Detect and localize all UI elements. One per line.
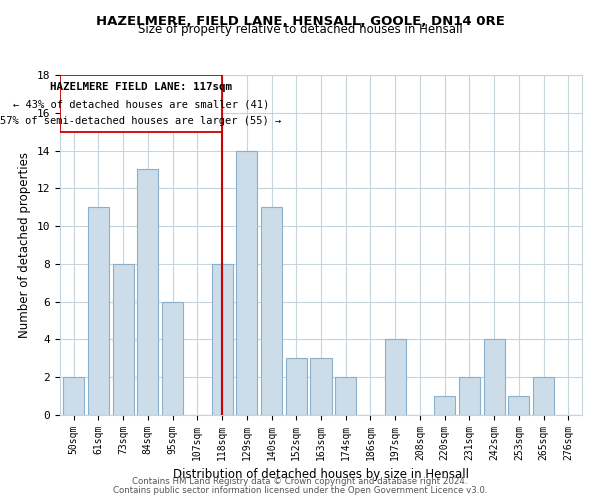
Bar [434, 396, 455, 415]
Bar [60, 75, 222, 132]
Bar [236, 150, 257, 415]
Text: HAZELMERE FIELD LANE: 117sqm: HAZELMERE FIELD LANE: 117sqm [50, 82, 232, 92]
Bar [63, 377, 84, 415]
Bar [533, 377, 554, 415]
Bar [335, 377, 356, 415]
Text: ← 43% of detached houses are smaller (41): ← 43% of detached houses are smaller (41… [13, 100, 269, 110]
Text: HAZELMERE, FIELD LANE, HENSALL, GOOLE, DN14 0RE: HAZELMERE, FIELD LANE, HENSALL, GOOLE, D… [95, 15, 505, 28]
Bar [286, 358, 307, 415]
Y-axis label: Number of detached properties: Number of detached properties [18, 152, 31, 338]
Bar [459, 377, 480, 415]
Bar [212, 264, 233, 415]
Bar [113, 264, 134, 415]
Bar [162, 302, 183, 415]
Bar [310, 358, 332, 415]
Bar [508, 396, 529, 415]
Bar [137, 170, 158, 415]
Text: Size of property relative to detached houses in Hensall: Size of property relative to detached ho… [137, 22, 463, 36]
Bar [385, 340, 406, 415]
Bar [261, 207, 282, 415]
Bar [484, 340, 505, 415]
Text: Contains public sector information licensed under the Open Government Licence v3: Contains public sector information licen… [113, 486, 487, 495]
X-axis label: Distribution of detached houses by size in Hensall: Distribution of detached houses by size … [173, 468, 469, 481]
Bar [88, 207, 109, 415]
Text: 57% of semi-detached houses are larger (55) →: 57% of semi-detached houses are larger (… [1, 116, 281, 126]
Text: Contains HM Land Registry data © Crown copyright and database right 2024.: Contains HM Land Registry data © Crown c… [132, 478, 468, 486]
